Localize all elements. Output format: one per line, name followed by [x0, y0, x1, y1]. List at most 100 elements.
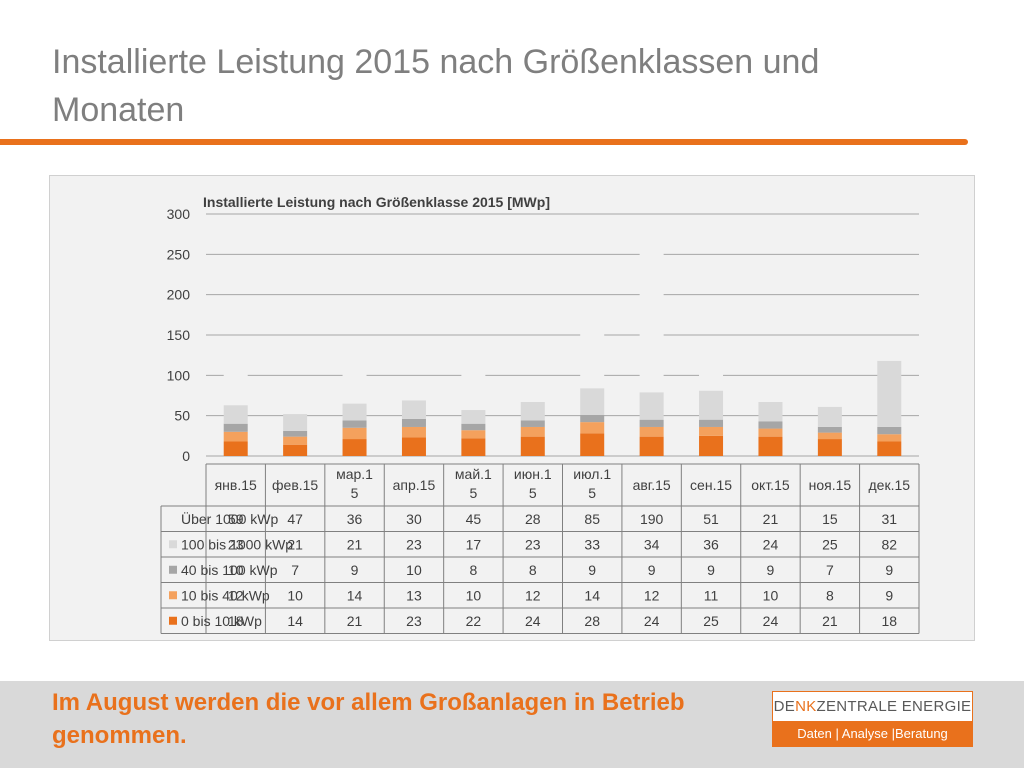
bar-segment [758, 385, 783, 402]
data-label: 24 [763, 536, 779, 552]
data-label: 45 [466, 511, 482, 527]
bar-segment [223, 423, 248, 432]
data-label: 12 [228, 587, 244, 603]
data-label: 51 [703, 511, 719, 527]
data-label: 21 [347, 613, 363, 629]
title-divider [0, 139, 968, 145]
bar-segment [817, 394, 842, 407]
bar-segment [877, 335, 902, 361]
bar-segment [758, 428, 783, 437]
data-label: 82 [882, 536, 898, 552]
data-label: 30 [406, 511, 422, 527]
bar-segment [699, 435, 724, 456]
brand-name-part-b: NK [795, 698, 817, 715]
bar-segment [699, 390, 724, 420]
brand-name: DENKZENTRALE ENERGIE [773, 692, 972, 721]
legend-key [169, 514, 177, 523]
bar-segment [461, 430, 486, 439]
bar-segment [401, 418, 426, 427]
bar-segment [639, 426, 664, 437]
data-label: 25 [703, 613, 719, 629]
bar-segment [877, 434, 902, 442]
data-label: 12 [525, 587, 541, 603]
legend-label: 10 bis 40 kWp [181, 587, 270, 603]
data-label: 10 [287, 587, 303, 603]
bar-segment [699, 419, 724, 427]
data-label: 17 [466, 536, 482, 552]
bar-segment [223, 431, 248, 442]
x-category-label: 5 [469, 485, 477, 501]
brand-tagline: Daten | Analyse |Beratung [773, 721, 972, 746]
x-category-label: июл.1 [573, 466, 611, 482]
x-category-label: 5 [529, 485, 537, 501]
data-label: 9 [885, 587, 893, 603]
data-label: 10 [406, 562, 422, 578]
data-label: 10 [763, 587, 779, 603]
x-category-label: апр.15 [393, 477, 436, 493]
data-label: 25 [822, 536, 838, 552]
data-label: 14 [584, 587, 600, 603]
chart-panel: 0 50 100 150 200 250 300 Installierte Leistung … [49, 175, 975, 641]
chart-title: Installierte Leistung nach Größenklasse … [203, 194, 550, 210]
y-tick-label: 200 [167, 287, 191, 303]
x-category-label: 5 [588, 485, 596, 501]
data-label: 85 [584, 511, 600, 527]
x-category-label: июн.1 [514, 466, 552, 482]
data-label: 13 [406, 587, 422, 603]
data-label: 18 [882, 613, 898, 629]
data-label: 190 [640, 511, 664, 527]
bar-segment [520, 379, 545, 402]
data-label: 36 [347, 511, 363, 527]
data-label: 28 [525, 511, 541, 527]
data-label: 22 [466, 613, 482, 629]
bar-segment [758, 436, 783, 456]
data-label: 21 [763, 511, 779, 527]
data-label: 21 [822, 613, 838, 629]
bar-segment [580, 433, 605, 456]
data-label: 8 [529, 562, 537, 578]
data-label: 14 [287, 613, 303, 629]
footer-message: Im August werden die vor allem Großanlag… [52, 689, 685, 749]
data-label: 14 [347, 587, 363, 603]
data-label: 21 [347, 536, 363, 552]
x-category-label: 5 [351, 485, 359, 501]
data-label: 47 [287, 511, 303, 527]
data-label: 18 [228, 613, 244, 629]
data-label: 36 [703, 536, 719, 552]
bar-segment [520, 426, 545, 437]
bar-segment [699, 426, 724, 436]
legend-key [169, 565, 177, 574]
bar-segment [461, 410, 486, 424]
bar-segment [223, 405, 248, 424]
data-label: 10 [466, 587, 482, 603]
brand-logo: DENKZENTRALE ENERGIE Daten | Analyse |Be… [772, 691, 973, 747]
bar-segment [580, 388, 605, 415]
bar-segment [283, 444, 308, 456]
data-label: 10 [228, 562, 244, 578]
bar-segment [580, 319, 605, 389]
legend-label: Über 1000 kWp [181, 510, 278, 527]
slide-title: Installierte Leistung 2015 nach Größenkl… [52, 43, 820, 129]
bar-segment [758, 401, 783, 422]
data-label: 7 [826, 562, 834, 578]
bar-segment [639, 436, 664, 456]
legend-label: 0 bis 10 kWp [181, 613, 262, 629]
data-label: 24 [525, 613, 541, 629]
bar-segment [639, 392, 664, 420]
bar-segment [342, 427, 367, 440]
data-label: 9 [588, 562, 596, 578]
data-label: 24 [763, 613, 779, 629]
x-category-label: сен.15 [690, 477, 732, 493]
bar-segment [877, 426, 902, 435]
brand-name-part-c: ZENTRALE ENERGIE [816, 698, 972, 715]
data-label: 23 [406, 536, 422, 552]
bar-segment [283, 436, 308, 445]
data-label: 34 [644, 536, 660, 552]
data-label: 33 [584, 536, 600, 552]
bar-segment [520, 420, 545, 427]
bar-segment [223, 357, 248, 406]
x-category-label: мар.1 [336, 466, 373, 482]
bar-segment [461, 438, 486, 456]
bar-segment [342, 420, 367, 428]
x-category-label: авг.15 [633, 477, 671, 493]
